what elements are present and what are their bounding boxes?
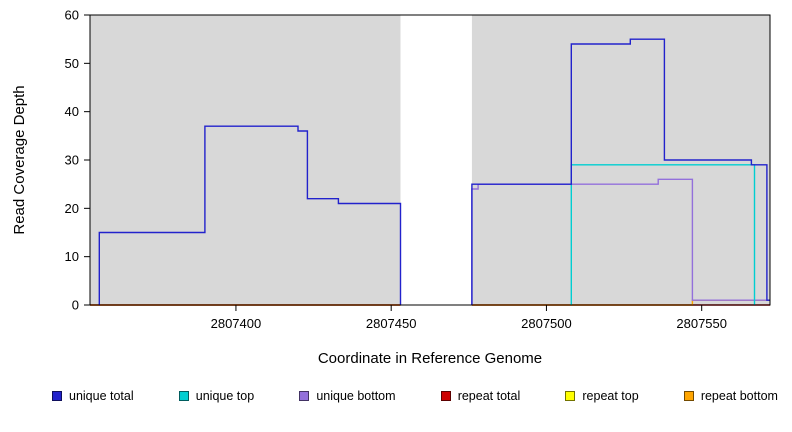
x-axis-title: Coordinate in Reference Genome [317,350,543,367]
y-tick-label: 30 [65,153,79,168]
legend-label: repeat total [457,389,521,403]
legend-item-unique-top: unique top [178,389,255,403]
series-unique-total [471,38,770,305]
x-tick-label: 2807500 [521,316,572,331]
legend-label: unique top [195,389,255,403]
legend-label: repeat top [582,389,639,403]
y-axis-title: Read Coverage Depth [11,85,28,234]
x-tick-label: 2807400 [211,316,262,331]
series-unique-bottom [471,178,770,305]
legend-item-unique-total: unique total [52,389,134,403]
legend-item-repeat-total: repeat total [440,389,521,403]
legend-swatch-icon [178,391,189,401]
legend-label: unique bottom [316,389,396,403]
legend-swatch-icon [52,391,62,401]
x-tick-label: 2807450 [366,316,417,331]
y-tick-label: 10 [65,249,79,264]
legend-label: unique total [69,389,134,403]
legend-item-unique-bottom: unique bottom [299,389,396,403]
legend-item-repeat-top: repeat top [565,389,639,403]
series-unique-total [98,125,402,305]
plot-background-region [90,15,401,305]
axes-layer: 2807400 2807450 2807500 2807550 0 10 20 30 40 50 6… [65,8,771,331]
coverage-plot: Read Coverage Depth 2807400 2807450 280750… [11,8,771,331]
x-tick-label: 2807550 [676,316,727,331]
y-tick-label: 40 [65,104,79,119]
legend: unique total unique top unique bottom repea… [52,389,778,403]
legend-swatch-icon [683,391,694,401]
y-tick-label: 20 [65,201,79,216]
series-unique-top [570,164,756,305]
legend-swatch-icon [440,391,451,401]
legend-label: repeat bottom [700,389,778,403]
y-tick-label: 60 [65,8,79,23]
legend-item-repeat-bottom: repeat bottom [683,389,778,403]
legend-swatch-icon [299,391,310,401]
legend-swatch-icon [565,391,576,401]
y-tick-label: 50 [65,56,79,71]
y-tick-label: 0 [72,298,79,313]
